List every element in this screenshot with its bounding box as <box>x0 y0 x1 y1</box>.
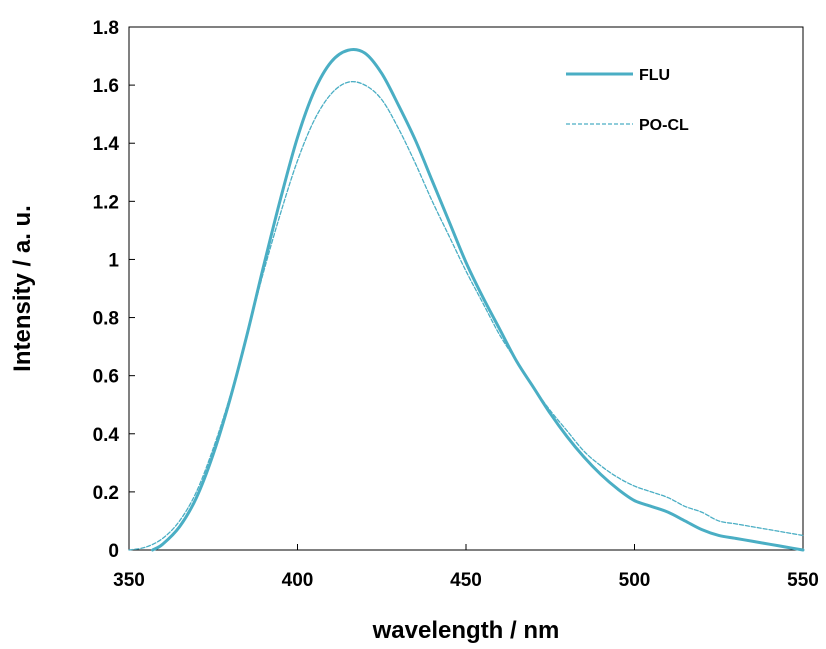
y-tick-label: 0.6 <box>93 367 119 388</box>
legend-label-po-cl: PO-CL <box>639 117 689 134</box>
x-tick-label: 450 <box>450 570 482 591</box>
x-tick-label: 400 <box>282 570 314 591</box>
legend-label-flu: FLU <box>639 67 670 84</box>
series-line-po-cl <box>128 80 804 551</box>
y-tick-label: 0.4 <box>93 425 120 446</box>
series-line-flu <box>151 48 805 552</box>
y-tick-label: 1.4 <box>93 134 120 155</box>
y-tick-label: 1.6 <box>93 76 119 97</box>
y-tick-label: 1.2 <box>93 192 119 213</box>
y-axis-title: Intensity / a. u. <box>9 205 36 372</box>
x-tick-label: 550 <box>787 570 819 591</box>
axes: 0 0.2 0.4 0.6 0.8 1 1.2 1.4 1.6 1.8 350 400 450 500 55… <box>93 18 819 591</box>
y-tick-label: 0.2 <box>93 483 119 504</box>
plot-frame <box>128 26 804 551</box>
x-axis-title: wavelength / nm <box>372 617 560 644</box>
legend: FLU PO-CL <box>566 67 689 134</box>
series-layer <box>128 48 805 552</box>
y-tick-label: 1 <box>108 250 119 271</box>
plot-area <box>128 26 804 551</box>
x-tick-label: 350 <box>113 570 145 591</box>
y-tick-label: 1.8 <box>93 18 119 39</box>
y-tick-label: 0 <box>108 541 119 562</box>
x-tick-label: 500 <box>619 570 651 591</box>
y-tick-label: 0.8 <box>93 309 119 330</box>
